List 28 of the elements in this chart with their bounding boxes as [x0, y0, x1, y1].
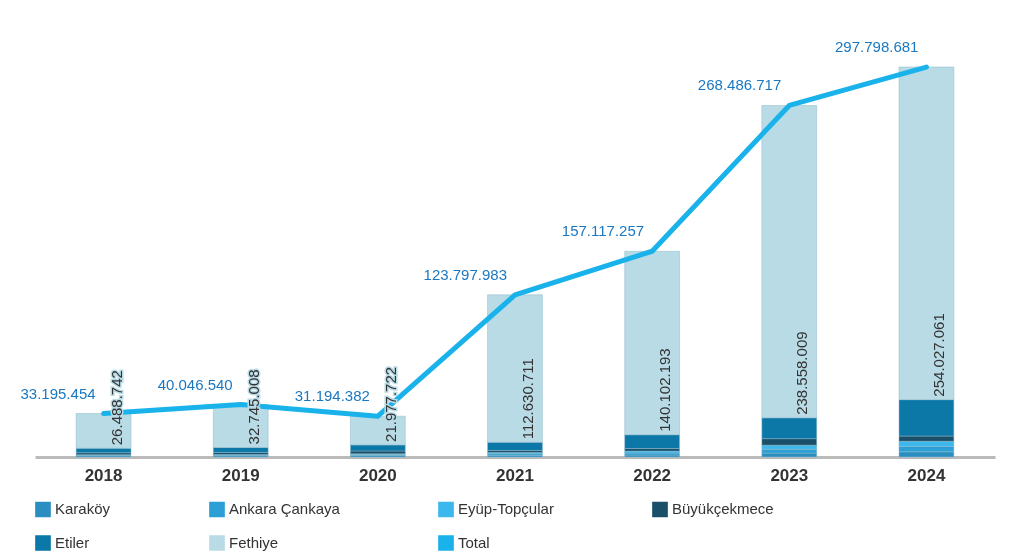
legend-label: Total [458, 534, 490, 551]
data-label: 26.488.742 [107, 370, 125, 446]
x-tick-label: 2020 [358, 465, 397, 485]
x-tick-label: 2018 [84, 465, 123, 485]
data-label: 112.630.711 [519, 358, 536, 440]
legend-label: Fethiye [229, 534, 279, 551]
legend-label: Etiler [55, 534, 90, 551]
data-label: 32.745.008 [244, 369, 262, 445]
x-tick-label: 2019 [221, 465, 260, 485]
data-label: 40.046.540 [157, 375, 233, 393]
x-tick-label: 2023 [770, 465, 809, 485]
data-label: 238.558.009 [793, 331, 811, 415]
x-tick-label: 2024 [907, 465, 946, 485]
data-label: 254.027.061 [930, 313, 948, 397]
legend-label: Büyükçekmece [672, 500, 774, 518]
x-tick-label: 2021 [496, 465, 534, 485]
data-label: 268.486.717 [697, 76, 782, 94]
data-label: 140.102.193 [656, 348, 674, 432]
data-label: 297.798.681 [835, 38, 919, 56]
data-label: 157.117.257 [561, 222, 645, 240]
data-label: 33.195.454 [20, 384, 96, 402]
legend-label: Eyüp-Topçular [458, 500, 554, 518]
data-label: 21.977.722 [381, 366, 399, 442]
legend-label: Ankara Çankaya [229, 500, 341, 518]
data-label: 31.194.382 [294, 387, 370, 405]
legend-label: Karaköy [55, 500, 111, 518]
data-label: 123.797.983 [423, 265, 507, 283]
x-tick-label: 2022 [633, 465, 672, 485]
